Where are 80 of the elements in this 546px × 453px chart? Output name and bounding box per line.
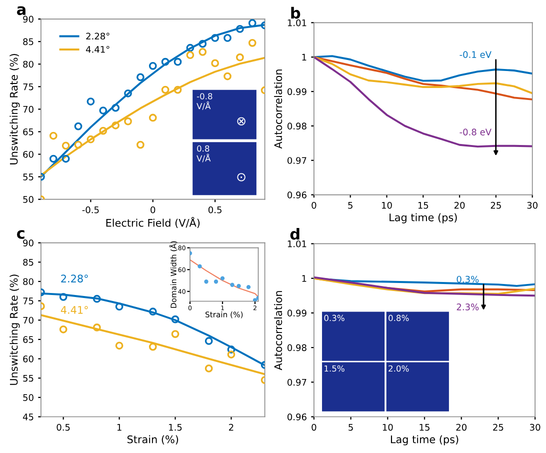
y-tick-label: 0.97 [288, 378, 306, 386]
series-label: 4.41° [60, 306, 88, 314]
x-axis-title: Electric Field (V/Å) [106, 216, 200, 228]
y-tick-label: 65 [23, 336, 34, 344]
x-tick-label: 15 [420, 424, 430, 431]
y-tick-label: 70 [23, 106, 34, 113]
annotation: 0.3% [456, 276, 479, 283]
x-tick-label: 0 [312, 424, 316, 431]
x-axis-title: Strain (%) [127, 435, 178, 445]
x-tick-label: 5 [348, 202, 352, 209]
x-axis-title: Lag time (ps) [390, 213, 457, 224]
annotation: 0.3% [324, 314, 344, 322]
y-tick-label: 0.96 [288, 413, 306, 420]
y-tick-label: 90 [23, 16, 34, 23]
annotation: -0.8 V/Å [196, 93, 212, 110]
y-tick-label: 0.98 [288, 344, 306, 352]
y-tick-label: 0.98 [288, 122, 306, 130]
y-tick-label: 50 [23, 394, 34, 401]
chart-title: b [291, 6, 300, 19]
y-tick-label: 60 [23, 356, 34, 362]
y-tick-label: 55 [23, 374, 34, 382]
y-tick-label: 70 [23, 316, 34, 324]
x-tick-label: 1.5 [169, 424, 182, 431]
y-tick-label: 0.96 [288, 192, 306, 198]
y-tick-label: 50 [23, 196, 34, 203]
y-tick-label: 0.99 [288, 88, 306, 96]
annotation: 2.0% [388, 365, 409, 372]
x-tick-label: 5 [348, 424, 353, 431]
x-tick-label: 30 [530, 424, 540, 431]
y-tick-label: 60 [23, 150, 34, 158]
chart-title: a [16, 6, 26, 16]
y-tick-label: 45 [22, 414, 34, 420]
y-axis-title: Autocorrelation [274, 291, 282, 370]
series-label: 2.28° [61, 274, 88, 282]
x-tick-label: 1 [117, 424, 122, 431]
x-tick-label: 0 [150, 206, 156, 214]
y-tick-label: 75 [23, 298, 34, 304]
y-tick-label: 65 [23, 128, 34, 136]
annotation: 0.8 V/Å [196, 145, 211, 162]
x-tick-label: 20 [456, 424, 467, 431]
y-axis-title: Autocorrelation [274, 70, 282, 149]
x-tick-label: 30 [527, 202, 538, 209]
x-tick-label: 2 [229, 424, 234, 431]
y-tick-label: 1 [302, 275, 306, 282]
y-tick-label: 1 [302, 54, 306, 61]
x-tick-label: 10 [382, 202, 392, 209]
chart-title: d [290, 228, 300, 240]
y-tick-label: 1.01 [288, 19, 306, 26]
legend-label: 2.28° [86, 32, 110, 40]
x-tick-label: 0.5 [208, 206, 222, 214]
annotation: ⊗ [237, 117, 246, 126]
x-tick-label: 20 [454, 202, 465, 209]
y-tick-label: 1.01 [288, 240, 306, 248]
y-tick-label: 0.97 [288, 157, 306, 164]
y-tick-label: 75 [23, 83, 34, 90]
annotation: -0.8 eV [460, 128, 492, 136]
x-tick-label: 25 [490, 202, 501, 209]
y-tick-label: 85 [23, 38, 34, 46]
legend-label: 4.41° [86, 46, 110, 53]
annotation: ⊙ [237, 173, 246, 182]
y-tick-label: 0.99 [288, 310, 306, 316]
y-axis-title: Unswitching Rate (%) [10, 274, 20, 385]
y-tick-label: 90 [23, 240, 34, 246]
x-tick-label: -0.5 [82, 206, 99, 214]
y-tick-label: 85 [23, 258, 34, 266]
annotation: -0.1 eV [460, 51, 492, 58]
x-tick-label: 25 [493, 424, 504, 431]
x-axis-title: Lag time (ps) [390, 435, 458, 446]
annotation: 2.3% [456, 304, 479, 310]
x-tick-label: 10 [382, 424, 393, 431]
x-tick-label: 0 [312, 202, 316, 209]
y-tick-label: 55 [23, 174, 34, 180]
x-tick-label: 15 [418, 202, 428, 209]
chart-title: c [16, 230, 24, 239]
y-tick-label: 80 [23, 278, 34, 286]
y-axis-title: Unswitching Rate (%) [10, 54, 20, 164]
annotation: 1.5% [324, 365, 344, 372]
y-tick-label: 80 [23, 60, 34, 68]
annotation: 0.8% [388, 314, 409, 322]
x-tick-label: 0.5 [56, 424, 70, 431]
